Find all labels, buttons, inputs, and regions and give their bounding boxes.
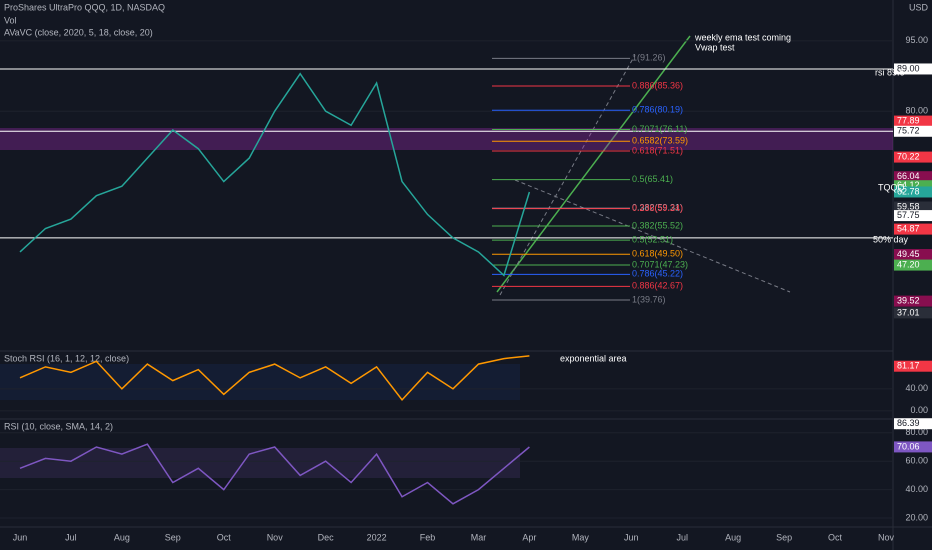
zone [0,448,520,478]
header-title: ProShares UltraPro QQQ, 1D, NASDAQ [4,2,165,12]
trend-line [514,179,791,293]
price-badge [894,249,932,261]
fib-label: 0.7071(47.23) [632,259,688,269]
series-line [19,72,531,277]
price-badge-label: 86.39 [897,418,920,428]
series-line [19,355,530,402]
annotation: 50% day [873,234,909,244]
x-tick-label: Mar [471,532,487,542]
x-tick-label: Oct [217,532,232,542]
y-tick-label: 0.00 [910,405,928,415]
price-badge [894,441,932,453]
pane-title: RSI (10, close, SMA, 14, 2) [4,421,113,431]
fib-label: 0.618(49.50) [632,249,683,259]
annotation: rsi 89.6 [875,67,905,77]
fib-label: 1(91.26) [632,53,666,63]
price-badge [894,210,932,222]
price-badge-label: 77.89 [897,115,920,125]
price-badge [894,201,932,213]
price-badge [894,180,932,192]
price-badge [894,418,932,430]
zone [0,364,520,400]
y-tick-label: 60.00 [905,456,928,466]
x-tick-label: Jul [676,532,688,542]
price-badge-label: 89.00 [897,63,920,73]
x-tick-label: Aug [725,532,741,542]
x-tick-label: Sep [165,532,181,542]
fib-label: 0.618(71.51) [632,145,683,155]
price-badge [894,295,932,307]
x-tick-label: Jul [65,532,77,542]
x-tick-label: Nov [267,532,284,542]
price-badge [894,223,932,235]
price-badge-label: 37.01 [897,307,920,317]
fib-label: 0.886(85.36) [632,80,683,90]
x-tick-label: Sep [776,532,792,542]
annotation: exponential area [560,353,627,363]
trend-line [496,35,691,293]
price-badge [894,125,932,137]
price-badge-label: 39.52 [897,295,920,305]
price-badge-label: 62.78 [897,186,920,196]
price-badge [894,259,932,271]
fib-label: 0.7071(76.11) [632,124,687,134]
price-badge [894,186,932,198]
y-tick-label: 40.00 [905,383,928,393]
price-badge [894,360,932,372]
x-tick-label: Nov [878,532,895,542]
fib-label: 0.6582(73.59) [632,136,688,146]
fib-label: 0.382(55.52) [632,220,683,230]
header-line: Vol [4,15,17,25]
price-badge-label: 64.12 [897,180,920,190]
y-tick-label: 20.00 [905,512,928,522]
price-badge-label: 47.20 [897,259,920,269]
fib-label: 0.5(52.51) [632,235,673,245]
x-tick-label: Aug [114,532,130,542]
x-tick-label: 2022 [367,532,387,542]
y-tick-label: 40.00 [905,484,928,494]
price-badge [894,63,932,75]
fib-label: 0.786(45.22) [632,269,683,279]
x-tick-label: Apr [522,532,536,542]
currency: USD [909,2,929,12]
annotation: TQQQ [878,182,905,192]
price-badge [894,307,932,319]
zone [0,128,893,150]
price-badge-label: 81.17 [897,361,920,371]
price-badge [894,151,932,163]
x-tick-label: Feb [420,532,436,542]
x-tick-label: Oct [828,532,843,542]
header-line: AVaVC (close, 2020, 5, 18, close, 20) [4,27,153,37]
price-badge [894,171,932,183]
fib-label: 0.886(42.67) [632,281,683,291]
price-badge [894,115,932,127]
pane-title: Stoch RSI (16, 1, 12, 12, close) [4,353,129,363]
annotation: Vwap test [695,42,735,52]
fib-label: 0.382(59.31) [632,203,683,213]
x-tick-label: Dec [318,532,335,542]
series-line [19,443,530,505]
y-tick-label: 95.00 [905,35,928,45]
fib-label: 1(39.76) [632,294,666,304]
price-badge-label: 70.06 [897,441,920,451]
y-tick-label: 80.00 [905,106,928,116]
price-badge-label: 57.75 [897,210,920,220]
x-tick-label: May [572,532,590,542]
trend-line [499,54,636,296]
fib-label: 0.5(65.41) [632,174,673,184]
annotation: weekly ema test coming [694,32,791,42]
fib-label: 0.786(80.19) [632,105,683,115]
price-badge-label: 49.45 [897,249,920,259]
price-badge-label: 75.72 [897,126,920,136]
x-tick-label: Jun [13,532,28,542]
x-tick-label: Jun [624,532,639,542]
price-badge-label: 66.04 [897,171,920,181]
y-tick-label: 80.00 [905,427,928,437]
price-badge-label: 70.22 [897,151,920,161]
price-badge-label: 59.58 [897,201,920,211]
price-badge-label: 54.87 [897,223,920,233]
fib-label: 0.236(59.24) [632,203,683,213]
